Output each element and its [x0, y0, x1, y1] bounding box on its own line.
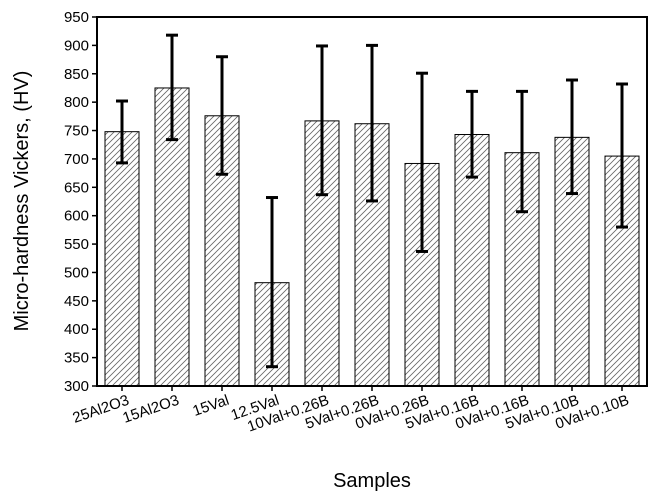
y-tick-label: 350	[64, 350, 89, 367]
y-axis-title: Micro-hardness Vickers, (HV)	[11, 71, 33, 332]
y-tick-label: 650	[64, 179, 89, 196]
y-tick-label: 300	[64, 378, 89, 395]
y-tick-label: 900	[64, 37, 89, 54]
y-tick-label: 400	[64, 321, 89, 338]
error-bars-group	[116, 33, 628, 369]
bar	[104, 131, 140, 387]
y-tick-label: 950	[64, 9, 89, 26]
y-tick-label: 700	[64, 151, 89, 168]
y-tick-label: 750	[64, 123, 89, 140]
x-tick-label: 15Val	[191, 392, 232, 420]
x-tick-label: 15Al2O3	[121, 392, 182, 427]
y-tick-label: 550	[64, 236, 89, 253]
y-axis: 300 350 400 450 500 550 600 650 700 750 800 850 900 9…	[64, 9, 97, 395]
y-tick-label: 600	[64, 208, 89, 225]
y-tick-label: 800	[64, 94, 89, 111]
y-tick-label: 450	[64, 293, 89, 310]
x-axis-title: Samples	[333, 470, 411, 492]
y-tick-label: 500	[64, 264, 89, 281]
y-tick-label: 850	[64, 66, 89, 83]
